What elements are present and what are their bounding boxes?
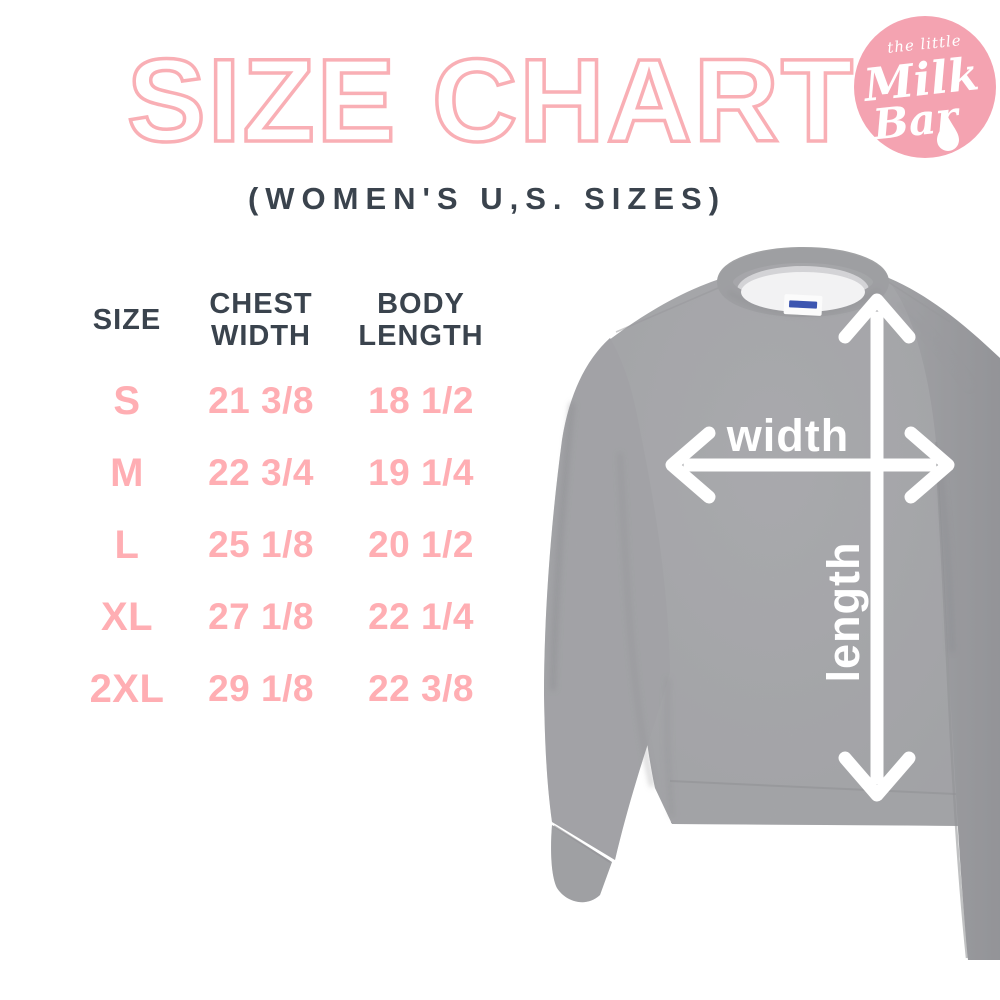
body-length-cell: 22 3/8 xyxy=(368,668,474,709)
neck-tag xyxy=(783,294,823,316)
size-table: SIZE CHEST WIDTH BODY LENGTH S 21 3/8 18… xyxy=(68,287,506,725)
chest-width-cell: 22 3/4 xyxy=(208,452,314,493)
length-arrow xyxy=(838,293,916,802)
size-cell: S xyxy=(113,378,141,423)
col-header-body: BODY LENGTH xyxy=(358,287,484,352)
brand-logo: the little Milk Bar xyxy=(854,16,996,158)
collar-inside xyxy=(741,272,865,312)
size-cell: M xyxy=(110,450,144,495)
body-length-cell: 19 1/4 xyxy=(368,452,474,493)
col-header-size: SIZE xyxy=(92,303,162,336)
width-arrow xyxy=(665,426,955,504)
col-header-chest: CHEST WIDTH xyxy=(209,287,313,352)
size-cell: L xyxy=(114,522,140,567)
size-cell: XL xyxy=(100,594,154,639)
body-length-cell: 22 1/4 xyxy=(368,596,474,637)
chest-width-cell: 25 1/8 xyxy=(208,524,314,565)
heather-texture xyxy=(544,248,1000,960)
chest-width-cell: 29 1/8 xyxy=(208,668,314,709)
width-label: width xyxy=(726,410,849,461)
length-label: length xyxy=(818,542,869,683)
chest-width-cell: 21 3/8 xyxy=(208,380,314,421)
body-length-cell: 18 1/2 xyxy=(368,380,474,421)
size-cell: 2XL xyxy=(89,666,165,711)
milk-drop-icon xyxy=(937,117,959,151)
sweatshirt-image: width length xyxy=(544,247,1000,960)
page-subtitle: (WOMEN'S U,S. SIZES) xyxy=(247,181,727,216)
logo-circle xyxy=(854,16,996,158)
chest-width-cell: 27 1/8 xyxy=(208,596,314,637)
body-length-cell: 20 1/2 xyxy=(368,524,474,565)
page-title: SIZE CHART xyxy=(125,35,855,167)
logo-text-milk: Milk xyxy=(859,47,981,112)
